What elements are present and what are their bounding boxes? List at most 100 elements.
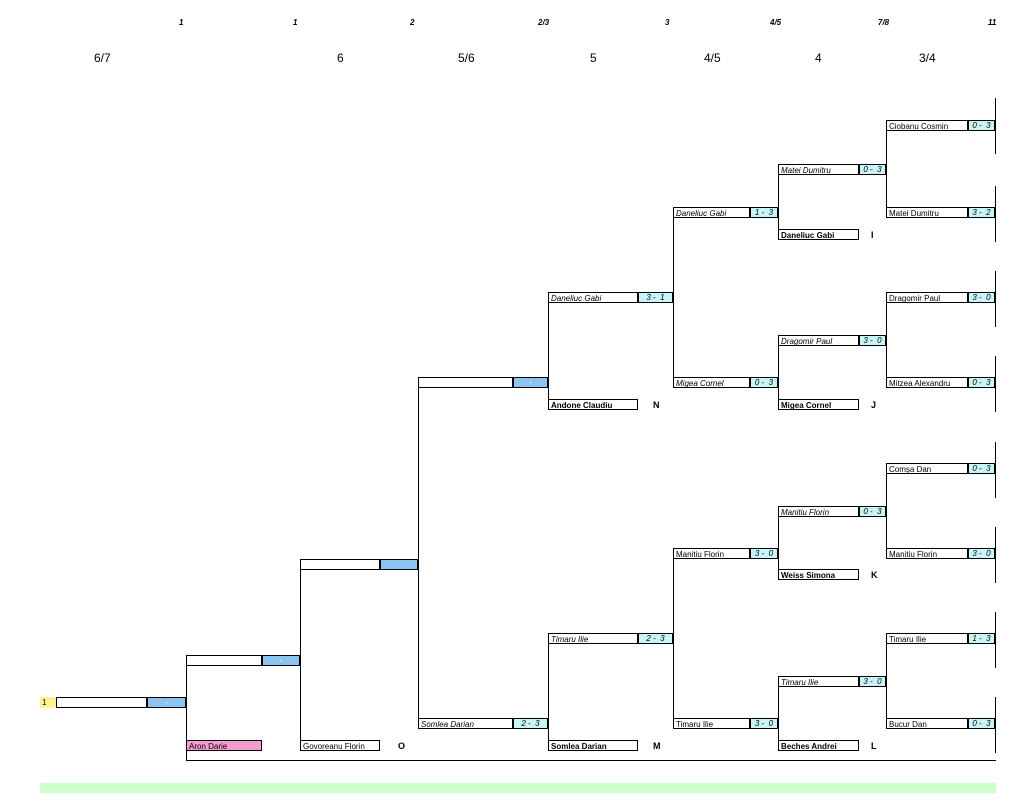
- match-player-name[interactable]: Migea Cornel: [673, 377, 750, 388]
- match-player-name[interactable]: Matei Dumitru: [778, 164, 859, 175]
- match-player-name[interactable]: Daneliuc Gabi: [673, 207, 750, 218]
- column-header: 6: [337, 51, 344, 65]
- match-player-name[interactable]: Matei Dumitru: [886, 207, 968, 218]
- match-player-name[interactable]: Timaru Ilie: [886, 633, 968, 644]
- top-tick: 2: [410, 18, 415, 27]
- column-header: 5/6: [458, 51, 475, 65]
- match-player-name[interactable]: [300, 559, 380, 570]
- top-tick: 11: [988, 18, 997, 27]
- bracket-line: [673, 212, 674, 383]
- match-score[interactable]: 0 - 3: [968, 718, 995, 729]
- bracket-line: [673, 553, 674, 724]
- incoming-player-name[interactable]: Aron Darie: [186, 740, 262, 751]
- column-header: 6/7: [94, 51, 111, 65]
- match-score[interactable]: 3 - 2: [968, 207, 995, 218]
- match-player-name[interactable]: Manitiu Florin: [778, 506, 859, 517]
- match-player-name[interactable]: Timaru Ilie: [673, 718, 750, 729]
- bracket-line: [995, 527, 996, 583]
- match-score[interactable]: 0 - 3: [859, 506, 886, 517]
- match-player-name[interactable]: Dragomir Paul: [886, 292, 968, 303]
- bracket-line: [886, 638, 887, 724]
- seed-number: 1: [40, 697, 56, 708]
- match-player-name[interactable]: Somlea Darian: [418, 718, 513, 729]
- footer-band: [40, 783, 996, 793]
- match-score[interactable]: -: [513, 377, 548, 388]
- match-player-name[interactable]: Ciobanu Cosmin: [886, 120, 968, 131]
- bracket-letter: K: [871, 570, 878, 580]
- match-score[interactable]: 3 - 0: [750, 548, 778, 559]
- bracket-line: [300, 564, 301, 746]
- bracket-line: [778, 681, 779, 746]
- column-header: 4: [815, 51, 822, 65]
- match-player-name[interactable]: Timaru Ilie: [548, 633, 638, 644]
- final-player-name[interactable]: [56, 697, 147, 708]
- match-player-name[interactable]: Daneliuc Gabi: [548, 292, 638, 303]
- bracket-line: [995, 186, 996, 242]
- match-score[interactable]: 3 - 0: [750, 718, 778, 729]
- match-score[interactable]: -: [262, 655, 300, 666]
- incoming-player-name[interactable]: Daneliuc Gabi: [778, 229, 859, 240]
- bracket-line: [778, 511, 779, 575]
- match-score[interactable]: 1 - 3: [968, 633, 995, 644]
- bracket-letter: I: [871, 230, 874, 240]
- incoming-player-name[interactable]: Weiss Simona: [778, 569, 859, 580]
- match-score[interactable]: 0 - 3: [859, 164, 886, 175]
- incoming-player-name[interactable]: Beches Andrei: [778, 740, 859, 751]
- bracket-line: [995, 356, 996, 412]
- match-score[interactable]: 0 - 3: [750, 377, 778, 388]
- incoming-player-name[interactable]: Andone Claudiu: [548, 399, 638, 410]
- bracket-letter: N: [653, 400, 660, 410]
- match-score[interactable]: 1 - 3: [750, 207, 778, 218]
- bracket-line: [886, 297, 887, 383]
- match-score[interactable]: 2 - 3: [513, 718, 548, 729]
- bracket-line: [418, 382, 419, 724]
- bracket-letter: O: [398, 741, 406, 751]
- bracket-letter: J: [871, 400, 877, 410]
- bracket-line: [995, 271, 996, 327]
- match-player-name[interactable]: Manitiu Florin: [673, 548, 750, 559]
- bracket-line: [995, 612, 996, 668]
- column-header: 3/4: [919, 51, 936, 65]
- top-tick: 2/3: [538, 18, 550, 27]
- match-score[interactable]: 3 - 0: [968, 292, 995, 303]
- match-player-name[interactable]: Bucur Dan: [886, 718, 968, 729]
- incoming-player-name[interactable]: Somlea Darian: [548, 740, 638, 751]
- bracket-letter: L: [871, 741, 877, 751]
- bracket-line: [886, 468, 887, 554]
- match-score[interactable]: 0 - 3: [968, 120, 995, 131]
- match-score[interactable]: 3 - 1: [638, 292, 673, 303]
- match-player-name[interactable]: Timaru Ilie: [778, 676, 859, 687]
- match-score[interactable]: [380, 559, 418, 570]
- match-score[interactable]: 3 - 0: [968, 548, 995, 559]
- match-player-name[interactable]: Manitiu Florin: [886, 548, 968, 559]
- bracket-line: [778, 169, 779, 235]
- incoming-player-name[interactable]: Govoreanu Florin: [300, 740, 380, 751]
- column-header: 4/5: [704, 51, 721, 65]
- match-score[interactable]: 2 - 3: [638, 633, 673, 644]
- bracket-line: [548, 297, 549, 405]
- match-player-name[interactable]: [418, 377, 513, 388]
- incoming-player-name[interactable]: Migea Cornel: [778, 399, 859, 410]
- match-score[interactable]: 3 - 0: [859, 335, 886, 346]
- column-header: 5: [590, 51, 597, 65]
- match-player-name[interactable]: [186, 655, 262, 666]
- top-tick: 3: [665, 18, 670, 27]
- bracket-line: [995, 442, 996, 498]
- bracket-line: [186, 660, 187, 761]
- final-score[interactable]: -: [147, 697, 186, 708]
- match-score[interactable]: 0 - 3: [968, 377, 995, 388]
- top-tick: 7/8: [878, 18, 890, 27]
- match-score[interactable]: 3 - 0: [859, 676, 886, 687]
- match-player-name[interactable]: Comșa Dan: [886, 463, 968, 474]
- bracket-letter: M: [653, 741, 661, 751]
- match-player-name[interactable]: Dragomir Paul: [778, 335, 859, 346]
- bracket-line: [886, 125, 887, 213]
- top-tick: 1: [179, 18, 184, 27]
- match-score[interactable]: 0 - 3: [968, 463, 995, 474]
- match-player-name[interactable]: Mitzea Alexandru: [886, 377, 968, 388]
- bracket-line: [778, 340, 779, 405]
- top-tick: 4/5: [770, 18, 782, 27]
- bracket-line: [548, 638, 549, 746]
- top-tick: 1: [293, 18, 298, 27]
- bracket-line: [186, 760, 996, 761]
